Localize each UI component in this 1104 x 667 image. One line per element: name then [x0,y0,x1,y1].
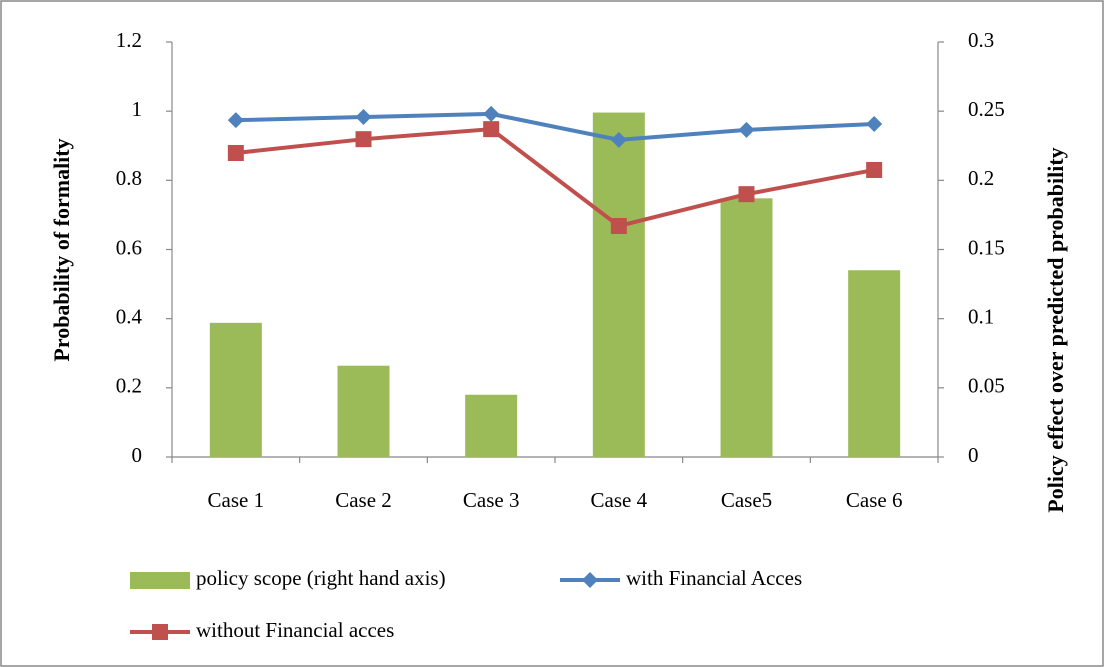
bar [592,112,645,458]
line [235,127,875,229]
y2-tick-label: 0.05 [968,374,1005,398]
legend-label: with Financial Acces [626,566,802,590]
y-tick-label: 0 [132,443,143,467]
marker [227,112,244,129]
bar [209,322,262,457]
x-tick-label: Case 1 [208,488,265,512]
marker [227,145,244,162]
legend-label: policy scope (right hand axis) [196,566,446,590]
y2-tick-label: 0.25 [968,97,1005,121]
legend-marker [152,624,168,640]
y2-tick-label: 0.2 [968,166,994,190]
x-tick-label: Case 6 [846,488,903,512]
y-tick-label: 1 [132,97,143,121]
bar [465,394,518,457]
line [235,111,875,142]
y-tick-label: 0.2 [116,374,142,398]
x-tick-label: Case 4 [591,488,648,512]
y2-tick-label: 0 [968,443,979,467]
y-tick-label: 0.8 [116,166,142,190]
marker [610,131,627,148]
y2-tick-label: 0.1 [968,304,994,328]
marker [866,115,883,132]
marker [355,131,372,148]
marker [483,121,500,138]
x-tick-label: Case 2 [335,488,392,512]
bar [720,198,773,458]
marker [866,161,883,178]
x-tick-label: Case 3 [463,488,520,512]
y-tick-label: 0.4 [116,304,143,328]
y-tick-label: 1.2 [116,28,142,52]
y2-tick-label: 0.15 [968,235,1005,259]
legend-marker [582,572,598,588]
marker [610,217,627,234]
marker [483,105,500,122]
bar [848,270,901,457]
bar [337,365,390,457]
y2-axis-title: Policy effect over predicted probability [1043,147,1068,512]
y2-tick-label: 0.3 [968,28,994,52]
y-tick-label: 0.6 [116,235,142,259]
marker [738,121,755,138]
y-axis-title: Probability of formality [49,138,74,361]
marker [738,186,755,203]
legend-label: without Financial acces [196,618,394,642]
x-tick-label: Case5 [721,488,772,512]
marker [355,109,372,126]
legend-swatch [130,572,190,589]
